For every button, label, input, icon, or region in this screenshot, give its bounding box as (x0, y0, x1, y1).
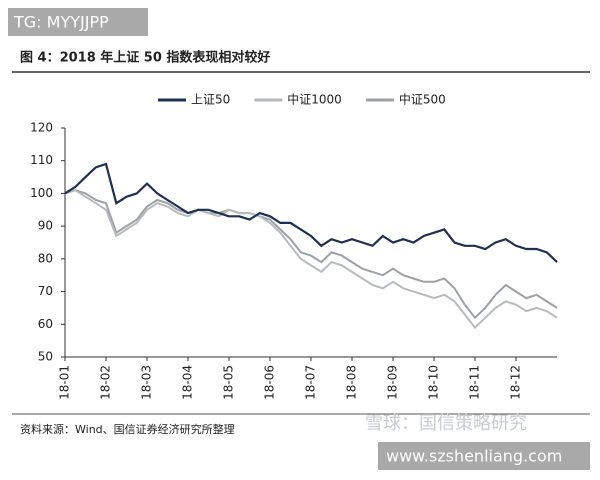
tag: TG: MYYJJPP (13, 13, 109, 32)
legend-label: 上证50 (191, 93, 230, 107)
watermark: 雪球：国信策略研究 (365, 413, 527, 434)
series-line (64, 189, 558, 320)
x-tick-label: 18-01 (58, 365, 72, 400)
chart-title: 图 4：2018 年上证 50 指数表现相对较好 (20, 50, 270, 66)
series-line (64, 162, 558, 263)
y-tick-label: 70 (38, 284, 53, 298)
x-tick-label: 18-08 (345, 365, 359, 400)
y-tick-label: 120 (30, 121, 53, 135)
y-tick-label: 100 (30, 186, 53, 200)
x-tick-label: 18-05 (222, 365, 236, 400)
x-tick-label: 18-07 (304, 365, 318, 400)
y-tick-label: 90 (38, 219, 53, 233)
x-tick-label: 18-04 (181, 365, 195, 400)
x-tick-label: 18-12 (509, 365, 523, 400)
legend-label: 中证1000 (287, 92, 342, 107)
x-tick-label: 18-11 (468, 365, 482, 400)
y-tick-label: 50 (38, 350, 53, 364)
x-tick-label: 18-10 (427, 365, 441, 400)
url: www.szshenliang.com (386, 447, 562, 466)
legend-label: 中证500 (399, 92, 446, 107)
x-tick-label: 18-06 (263, 365, 277, 400)
source: 资料来源：Wind、国信证券经济研究所整理 (20, 422, 235, 436)
url-box (378, 442, 590, 470)
y-tick-label: 60 (38, 317, 53, 331)
x-tick-label: 18-09 (386, 365, 400, 400)
tag-box (8, 8, 148, 36)
series-line (64, 189, 558, 330)
x-tick-label: 18-03 (140, 365, 154, 400)
y-tick-label: 110 (30, 153, 53, 167)
x-tick-label: 18-02 (99, 365, 113, 400)
y-tick-label: 80 (38, 251, 53, 265)
